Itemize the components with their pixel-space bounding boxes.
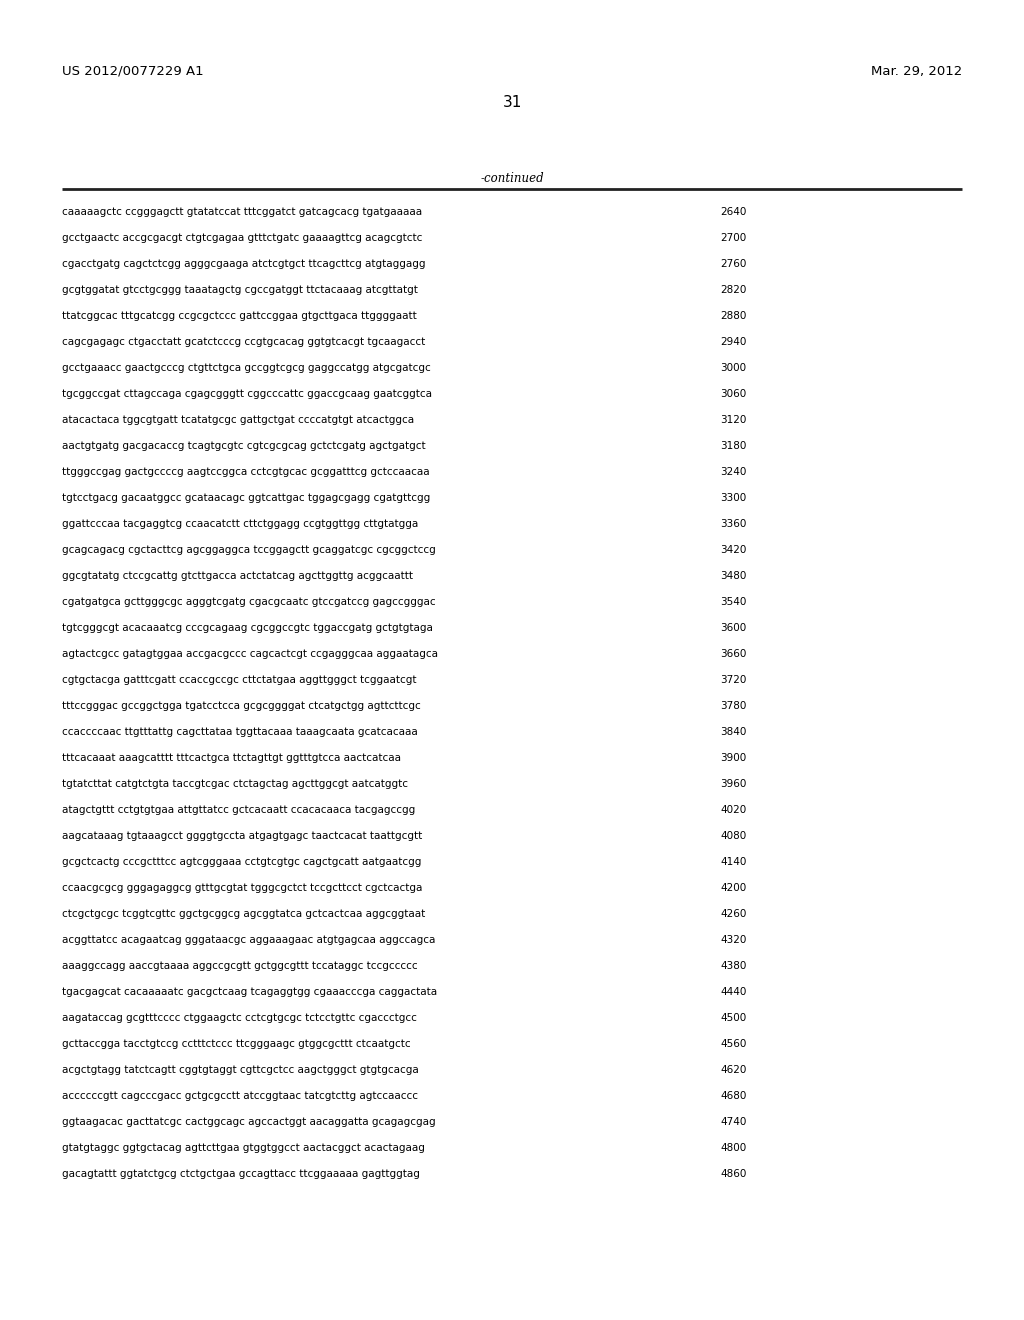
Text: tgacgagcat cacaaaaatc gacgctcaag tcagaggtgg cgaaacccga caggactata: tgacgagcat cacaaaaatc gacgctcaag tcagagg… bbox=[62, 987, 437, 997]
Text: 4860: 4860 bbox=[720, 1170, 746, 1179]
Text: gcttaccgga tacctgtccg cctttctccc ttcgggaagc gtggcgcttt ctcaatgctc: gcttaccgga tacctgtccg cctttctccc ttcggga… bbox=[62, 1039, 411, 1049]
Text: cgtgctacga gatttcgatt ccaccgccgc cttctatgaa aggttgggct tcggaatcgt: cgtgctacga gatttcgatt ccaccgccgc cttctat… bbox=[62, 675, 417, 685]
Text: acgctgtagg tatctcagtt cggtgtaggt cgttcgctcc aagctgggct gtgtgcacga: acgctgtagg tatctcagtt cggtgtaggt cgttcgc… bbox=[62, 1065, 419, 1074]
Text: 4080: 4080 bbox=[720, 832, 746, 841]
Text: ggattcccaa tacgaggtcg ccaacatctt cttctggagg ccgtggttgg cttgtatgga: ggattcccaa tacgaggtcg ccaacatctt cttctgg… bbox=[62, 519, 418, 529]
Text: tgtcctgacg gacaatggcc gcataacagc ggtcattgac tggagcgagg cgatgttcgg: tgtcctgacg gacaatggcc gcataacagc ggtcatt… bbox=[62, 492, 430, 503]
Text: 4680: 4680 bbox=[720, 1092, 746, 1101]
Text: tgcggccgat cttagccaga cgagcgggtt cggcccattc ggaccgcaag gaatcggtca: tgcggccgat cttagccaga cgagcgggtt cggccca… bbox=[62, 389, 432, 399]
Text: 2820: 2820 bbox=[720, 285, 746, 294]
Text: ccaccccaac ttgtttattg cagcttataa tggttacaaa taaagcaata gcatcacaaa: ccaccccaac ttgtttattg cagcttataa tggttac… bbox=[62, 727, 418, 737]
Text: ccaacgcgcg gggagaggcg gtttgcgtat tgggcgctct tccgcttcct cgctcactga: ccaacgcgcg gggagaggcg gtttgcgtat tgggcgc… bbox=[62, 883, 422, 894]
Text: cagcgagagc ctgacctatt gcatctcccg ccgtgcacag ggtgtcacgt tgcaagacct: cagcgagagc ctgacctatt gcatctcccg ccgtgca… bbox=[62, 337, 425, 347]
Text: caaaaagctc ccgggagctt gtatatccat tttcggatct gatcagcacg tgatgaaaaa: caaaaagctc ccgggagctt gtatatccat tttcgga… bbox=[62, 207, 422, 216]
Text: 3000: 3000 bbox=[720, 363, 746, 374]
Text: gtatgtaggc ggtgctacag agttcttgaa gtggtggcct aactacggct acactagaag: gtatgtaggc ggtgctacag agttcttgaa gtggtgg… bbox=[62, 1143, 425, 1152]
Text: gcctgaaacc gaactgcccg ctgttctgca gccggtcgcg gaggccatgg atgcgatcgc: gcctgaaacc gaactgcccg ctgttctgca gccggtc… bbox=[62, 363, 431, 374]
Text: 3600: 3600 bbox=[720, 623, 746, 634]
Text: gacagtattt ggtatctgcg ctctgctgaa gccagttacc ttcggaaaaa gagttggtag: gacagtattt ggtatctgcg ctctgctgaa gccagtt… bbox=[62, 1170, 420, 1179]
Text: 3120: 3120 bbox=[720, 414, 746, 425]
Text: 3780: 3780 bbox=[720, 701, 746, 711]
Text: aagataccag gcgtttcccc ctggaagctc cctcgtgcgc tctcctgttc cgaccctgcc: aagataccag gcgtttcccc ctggaagctc cctcgtg… bbox=[62, 1012, 417, 1023]
Text: gcagcagacg cgctacttcg agcggaggca tccggagctt gcaggatcgc cgcggctccg: gcagcagacg cgctacttcg agcggaggca tccggag… bbox=[62, 545, 436, 554]
Text: ttatcggcac tttgcatcgg ccgcgctccc gattccggaa gtgcttgaca ttggggaatt: ttatcggcac tttgcatcgg ccgcgctccc gattccg… bbox=[62, 312, 417, 321]
Text: 3540: 3540 bbox=[720, 597, 746, 607]
Text: ctcgctgcgc tcggtcgttc ggctgcggcg agcggtatca gctcactcaa aggcggtaat: ctcgctgcgc tcggtcgttc ggctgcggcg agcggta… bbox=[62, 909, 425, 919]
Text: 3900: 3900 bbox=[720, 752, 746, 763]
Text: 3660: 3660 bbox=[720, 649, 746, 659]
Text: aagcataaag tgtaaagcct ggggtgccta atgagtgagc taactcacat taattgcgtt: aagcataaag tgtaaagcct ggggtgccta atgagtg… bbox=[62, 832, 422, 841]
Text: tgtcgggcgt acacaaatcg cccgcagaag cgcggccgtc tggaccgatg gctgtgtaga: tgtcgggcgt acacaaatcg cccgcagaag cgcggcc… bbox=[62, 623, 433, 634]
Text: 2700: 2700 bbox=[720, 234, 746, 243]
Text: agtactcgcc gatagtggaa accgacgccc cagcactcgt ccgagggcaa aggaatagca: agtactcgcc gatagtggaa accgacgccc cagcact… bbox=[62, 649, 438, 659]
Text: tgtatcttat catgtctgta taccgtcgac ctctagctag agcttggcgt aatcatggtc: tgtatcttat catgtctgta taccgtcgac ctctagc… bbox=[62, 779, 408, 789]
Text: 3180: 3180 bbox=[720, 441, 746, 451]
Text: Mar. 29, 2012: Mar. 29, 2012 bbox=[870, 65, 962, 78]
Text: 4020: 4020 bbox=[720, 805, 746, 814]
Text: cgatgatgca gcttgggcgc agggtcgatg cgacgcaatc gtccgatccg gagccgggac: cgatgatgca gcttgggcgc agggtcgatg cgacgca… bbox=[62, 597, 435, 607]
Text: 4200: 4200 bbox=[720, 883, 746, 894]
Text: gcgtggatat gtcctgcggg taaatagctg cgccgatggt ttctacaaag atcgttatgt: gcgtggatat gtcctgcggg taaatagctg cgccgat… bbox=[62, 285, 418, 294]
Text: tttccgggac gccggctgga tgatcctcca gcgcggggat ctcatgctgg agttcttcgc: tttccgggac gccggctgga tgatcctcca gcgcggg… bbox=[62, 701, 421, 711]
Text: 3060: 3060 bbox=[720, 389, 746, 399]
Text: 4440: 4440 bbox=[720, 987, 746, 997]
Text: ggcgtatatg ctccgcattg gtcttgacca actctatcag agcttggttg acggcaattt: ggcgtatatg ctccgcattg gtcttgacca actctat… bbox=[62, 572, 413, 581]
Text: atagctgttt cctgtgtgaa attgttatcc gctcacaatt ccacacaaca tacgagccgg: atagctgttt cctgtgtgaa attgttatcc gctcaca… bbox=[62, 805, 416, 814]
Text: gcgctcactg cccgctttcc agtcgggaaa cctgtcgtgc cagctgcatt aatgaatcgg: gcgctcactg cccgctttcc agtcgggaaa cctgtcg… bbox=[62, 857, 421, 867]
Text: 4320: 4320 bbox=[720, 935, 746, 945]
Text: 4560: 4560 bbox=[720, 1039, 746, 1049]
Text: 4500: 4500 bbox=[720, 1012, 746, 1023]
Text: 4260: 4260 bbox=[720, 909, 746, 919]
Text: gcctgaactc accgcgacgt ctgtcgagaa gtttctgatc gaaaagttcg acagcgtctc: gcctgaactc accgcgacgt ctgtcgagaa gtttctg… bbox=[62, 234, 422, 243]
Text: 4740: 4740 bbox=[720, 1117, 746, 1127]
Text: ggtaagacac gacttatcgc cactggcagc agccactggt aacaggatta gcagagcgag: ggtaagacac gacttatcgc cactggcagc agccact… bbox=[62, 1117, 435, 1127]
Text: accccccgtt cagcccgacc gctgcgcctt atccggtaac tatcgtcttg agtccaaccc: accccccgtt cagcccgacc gctgcgcctt atccggt… bbox=[62, 1092, 418, 1101]
Text: -continued: -continued bbox=[480, 172, 544, 185]
Text: tttcacaaat aaagcatttt tttcactgca ttctagttgt ggtttgtcca aactcatcaa: tttcacaaat aaagcatttt tttcactgca ttctagt… bbox=[62, 752, 401, 763]
Text: 3240: 3240 bbox=[720, 467, 746, 477]
Text: 3300: 3300 bbox=[720, 492, 746, 503]
Text: atacactaca tggcgtgatt tcatatgcgc gattgctgat ccccatgtgt atcactggca: atacactaca tggcgtgatt tcatatgcgc gattgct… bbox=[62, 414, 414, 425]
Text: 3720: 3720 bbox=[720, 675, 746, 685]
Text: 3480: 3480 bbox=[720, 572, 746, 581]
Text: 2760: 2760 bbox=[720, 259, 746, 269]
Text: acggttatcc acagaatcag gggataacgc aggaaagaac atgtgagcaa aggccagca: acggttatcc acagaatcag gggataacgc aggaaag… bbox=[62, 935, 435, 945]
Text: 2880: 2880 bbox=[720, 312, 746, 321]
Text: 4620: 4620 bbox=[720, 1065, 746, 1074]
Text: 31: 31 bbox=[503, 95, 521, 110]
Text: 4380: 4380 bbox=[720, 961, 746, 972]
Text: 3840: 3840 bbox=[720, 727, 746, 737]
Text: 2640: 2640 bbox=[720, 207, 746, 216]
Text: 4800: 4800 bbox=[720, 1143, 746, 1152]
Text: 3360: 3360 bbox=[720, 519, 746, 529]
Text: 4140: 4140 bbox=[720, 857, 746, 867]
Text: 2940: 2940 bbox=[720, 337, 746, 347]
Text: US 2012/0077229 A1: US 2012/0077229 A1 bbox=[62, 65, 204, 78]
Text: cgacctgatg cagctctcgg agggcgaaga atctcgtgct ttcagcttcg atgtaggagg: cgacctgatg cagctctcgg agggcgaaga atctcgt… bbox=[62, 259, 426, 269]
Text: 3960: 3960 bbox=[720, 779, 746, 789]
Text: 3420: 3420 bbox=[720, 545, 746, 554]
Text: aactgtgatg gacgacaccg tcagtgcgtc cgtcgcgcag gctctcgatg agctgatgct: aactgtgatg gacgacaccg tcagtgcgtc cgtcgcg… bbox=[62, 441, 426, 451]
Text: aaaggccagg aaccgtaaaa aggccgcgtt gctggcgttt tccataggc tccgccccc: aaaggccagg aaccgtaaaa aggccgcgtt gctggcg… bbox=[62, 961, 418, 972]
Text: ttgggccgag gactgccccg aagtccggca cctcgtgcac gcggatttcg gctccaacaa: ttgggccgag gactgccccg aagtccggca cctcgtg… bbox=[62, 467, 430, 477]
